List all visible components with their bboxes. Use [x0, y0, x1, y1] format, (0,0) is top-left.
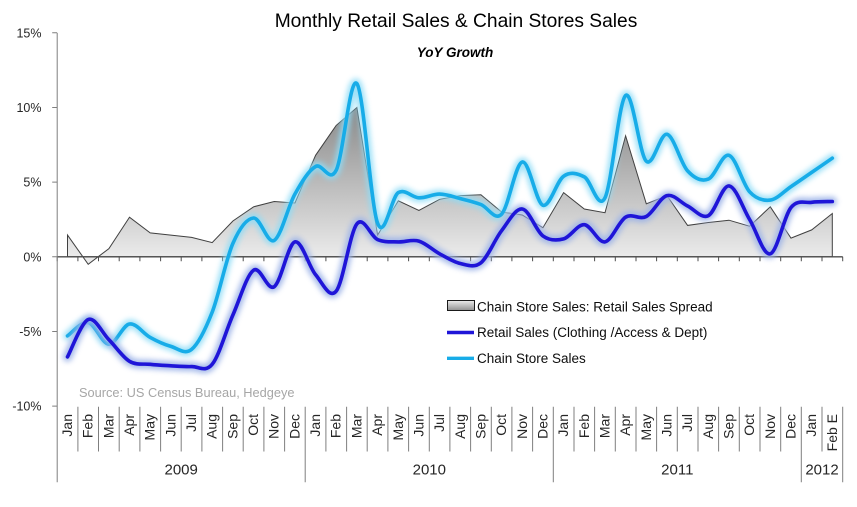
- svg-text:Aug: Aug: [204, 414, 220, 439]
- svg-text:Jul: Jul: [431, 414, 447, 432]
- svg-text:Jan: Jan: [59, 414, 75, 437]
- svg-text:2011: 2011: [661, 462, 693, 479]
- svg-text:Oct: Oct: [493, 414, 509, 436]
- svg-text:Dec: Dec: [286, 414, 302, 439]
- svg-text:YoY Growth: YoY Growth: [417, 45, 494, 60]
- svg-text:Oct: Oct: [741, 414, 757, 436]
- svg-text:Sep: Sep: [721, 414, 737, 439]
- svg-text:Jun: Jun: [659, 414, 675, 437]
- svg-text:Apr: Apr: [121, 414, 137, 436]
- svg-text:Jun: Jun: [410, 414, 426, 437]
- svg-text:Feb E: Feb E: [824, 414, 840, 451]
- svg-text:Sep: Sep: [224, 414, 240, 439]
- svg-text:5%: 5%: [23, 176, 41, 190]
- svg-text:Jul: Jul: [679, 414, 695, 432]
- svg-text:May: May: [142, 414, 158, 440]
- svg-text:0%: 0%: [23, 250, 41, 264]
- svg-text:Retail Sales (Clothing /Access: Retail Sales (Clothing /Access & Dept): [477, 325, 707, 340]
- svg-text:Apr: Apr: [369, 414, 385, 436]
- svg-text:-10%: -10%: [12, 400, 41, 414]
- svg-text:Jun: Jun: [162, 414, 178, 437]
- svg-text:Jul: Jul: [183, 414, 199, 432]
- svg-text:Apr: Apr: [617, 414, 633, 436]
- svg-text:Aug: Aug: [700, 414, 716, 439]
- svg-text:Feb: Feb: [80, 414, 96, 438]
- svg-text:Dec: Dec: [783, 414, 799, 439]
- svg-text:Mar: Mar: [597, 414, 613, 438]
- svg-text:2009: 2009: [165, 462, 198, 479]
- svg-text:May: May: [390, 414, 406, 440]
- svg-text:15%: 15%: [16, 26, 41, 40]
- svg-text:Nov: Nov: [762, 414, 778, 439]
- svg-text:Dec: Dec: [534, 414, 550, 439]
- svg-text:May: May: [638, 414, 654, 440]
- svg-text:Mar: Mar: [348, 414, 364, 438]
- svg-text:Nov: Nov: [514, 414, 530, 439]
- svg-text:Chain Store Sales: Chain Store Sales: [477, 351, 586, 366]
- svg-text:Oct: Oct: [245, 414, 261, 436]
- svg-text:Jan: Jan: [803, 414, 819, 437]
- svg-text:10%: 10%: [16, 101, 41, 115]
- svg-text:Nov: Nov: [266, 414, 282, 439]
- svg-text:Aug: Aug: [452, 414, 468, 439]
- svg-text:2012: 2012: [805, 462, 838, 479]
- svg-text:Sep: Sep: [472, 414, 488, 439]
- svg-text:Monthly Retail Sales & Chain S: Monthly Retail Sales & Chain Stores Sale…: [275, 11, 638, 32]
- svg-text:Chain Store Sales: Retail Sale: Chain Store Sales: Retail Sales Spread: [477, 300, 713, 315]
- svg-text:2010: 2010: [413, 462, 446, 479]
- svg-text:Feb: Feb: [328, 414, 344, 438]
- svg-text:Mar: Mar: [100, 414, 116, 438]
- svg-text:Source: US Census Bureau, Hedg: Source: US Census Bureau, Hedgeye: [79, 385, 295, 400]
- svg-text:Feb: Feb: [576, 414, 592, 438]
- svg-text:Jan: Jan: [307, 414, 323, 437]
- svg-text:Jan: Jan: [555, 414, 571, 437]
- svg-text:-5%: -5%: [19, 325, 41, 339]
